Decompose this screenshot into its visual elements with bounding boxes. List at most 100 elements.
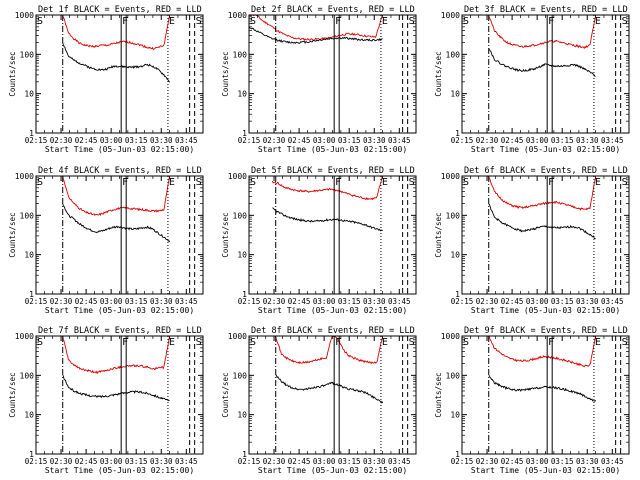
x-tick-label: 03:15	[338, 457, 361, 466]
x-tick-label: 02:30	[263, 457, 286, 466]
red-series-line	[62, 336, 171, 374]
x-axis-label: Start Time (05-Jun-03 02:15:00)	[45, 306, 194, 315]
x-tick-label: 03:00	[313, 136, 336, 145]
x-tick-label: 03:45	[175, 297, 198, 306]
x-tick-label: 03:15	[125, 457, 148, 466]
marker-label: E	[382, 337, 388, 348]
marker-label: S	[409, 337, 415, 348]
marker-label: S	[463, 177, 469, 188]
red-series-line	[62, 176, 170, 217]
red-series-line	[62, 15, 171, 51]
x-tick-label: 02:15	[25, 136, 48, 145]
y-tick-label: 1	[29, 290, 34, 299]
x-tick-label: 03:45	[175, 457, 198, 466]
x-tick-label: 02:15	[25, 457, 48, 466]
x-tick-label: 02:45	[288, 457, 311, 466]
panel-title: Det 5f BLACK = Events, RED = LLD	[251, 166, 415, 176]
marker-label: S	[196, 16, 202, 27]
y-tick-label: 10	[24, 90, 34, 99]
x-tick-label: 03:15	[338, 136, 361, 145]
marker-label: F	[335, 16, 341, 27]
y-tick-label: 1	[29, 450, 34, 459]
y-tick-label: 1	[242, 450, 247, 459]
y-tick-label: 10	[450, 411, 460, 420]
y-axis-label: Counts/sec	[434, 212, 443, 257]
x-tick-label: 03:30	[150, 136, 173, 145]
x-tick-label: 02:45	[501, 457, 524, 466]
x-tick-label: 03:30	[363, 457, 386, 466]
y-axis-label: Counts/sec	[221, 372, 230, 417]
marker-label: F	[548, 337, 554, 348]
y-tick-label: 100	[233, 50, 248, 59]
marker-label: S	[37, 337, 43, 348]
series-group	[271, 176, 384, 232]
y-tick-label: 100	[20, 211, 35, 220]
y-axis-label: Counts/sec	[221, 212, 230, 257]
panel-title: Det 3f BLACK = Events, RED = LLD	[464, 5, 628, 15]
x-tick-label: 03:45	[388, 136, 411, 145]
black-series-line	[62, 375, 170, 402]
x-tick-label: 02:30	[50, 297, 73, 306]
x-axis-label: Start Time (05-Jun-03 02:15:00)	[45, 145, 194, 154]
y-tick-label: 10	[24, 411, 34, 420]
black-series-line	[488, 48, 596, 77]
red-series-line	[271, 176, 384, 201]
y-tick-label: 100	[233, 371, 248, 380]
marker-label: S	[463, 16, 469, 27]
marker-label: S	[250, 337, 256, 348]
x-tick-label: 03:30	[363, 297, 386, 306]
marker-label: F	[122, 16, 128, 27]
y-tick-label: 100	[20, 50, 35, 59]
x-tick-label: 03:15	[125, 136, 148, 145]
plot-frame	[35, 335, 204, 455]
y-tick-label: 1	[455, 290, 460, 299]
x-tick-label: 02:45	[75, 136, 98, 145]
marker-label: S	[622, 337, 628, 348]
y-tick-label: 1000	[15, 11, 34, 20]
y-tick-label: 10	[237, 251, 247, 260]
series-group	[488, 176, 597, 240]
y-tick-label: 100	[446, 50, 461, 59]
x-tick-label: 03:15	[125, 297, 148, 306]
marker-label: S	[37, 16, 43, 27]
y-tick-label: 10	[450, 251, 460, 260]
x-tick-label: 03:00	[313, 297, 336, 306]
marker-label: E	[382, 177, 388, 188]
x-tick-label: 02:15	[238, 136, 261, 145]
marker-label: S	[409, 16, 415, 27]
x-tick-label: 02:45	[501, 297, 524, 306]
panel-title: Det 9f BLACK = Events, RED = LLD	[464, 326, 628, 336]
marker-label: S	[196, 177, 202, 188]
x-tick-label: 02:30	[476, 136, 499, 145]
x-tick-label: 02:15	[238, 457, 261, 466]
plot-frame	[461, 14, 630, 134]
x-tick-label: 03:15	[551, 297, 574, 306]
marker-label: E	[595, 337, 601, 348]
red-series-line	[488, 336, 596, 368]
y-tick-label: 100	[446, 211, 461, 220]
marker-label: E	[169, 16, 175, 27]
red-series-line	[249, 15, 383, 42]
panel-title: Det 7f BLACK = Events, RED = LLD	[38, 326, 202, 336]
plot-frame	[248, 175, 417, 295]
red-series-line	[275, 336, 384, 365]
marker-label: S	[622, 177, 628, 188]
y-tick-label: 10	[450, 90, 460, 99]
x-tick-label: 02:30	[476, 457, 499, 466]
x-tick-label: 02:45	[501, 136, 524, 145]
x-tick-label: 02:45	[75, 297, 98, 306]
marker-label: S	[37, 177, 43, 188]
marker-label: S	[463, 337, 469, 348]
x-tick-label: 03:30	[576, 457, 599, 466]
red-series-line	[488, 15, 597, 50]
x-tick-label: 03:15	[338, 297, 361, 306]
y-tick-label: 1000	[228, 172, 247, 181]
y-axis-label: Counts/sec	[434, 51, 443, 96]
y-tick-label: 1	[242, 129, 247, 138]
y-tick-label: 1	[455, 129, 460, 138]
series-group	[249, 15, 383, 44]
